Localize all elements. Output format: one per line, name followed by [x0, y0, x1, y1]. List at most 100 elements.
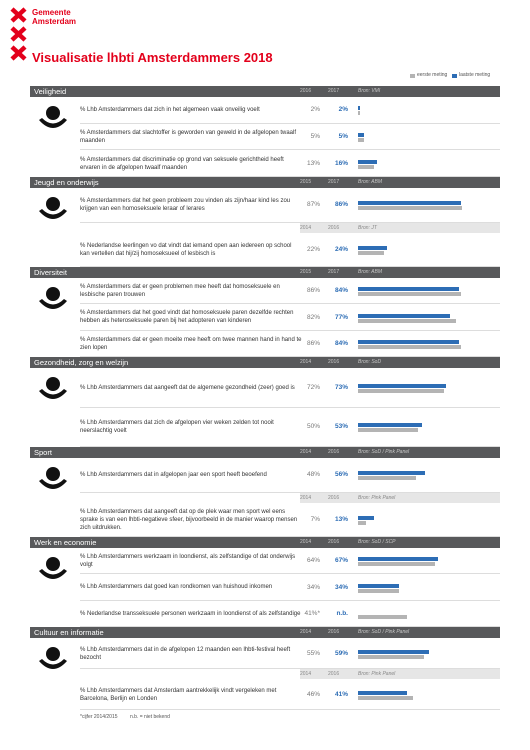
icon: [36, 193, 70, 223]
value-first: 87%: [306, 201, 320, 209]
year: 2016: [328, 224, 340, 231]
row-separator: [80, 668, 500, 669]
bar-first: [358, 614, 408, 619]
value-first: 41%*: [304, 609, 320, 617]
value-last: n.b.: [336, 609, 348, 617]
row-text: % Lhb Amsterdammers dat aangeeft dat op …: [80, 508, 298, 531]
year: 2014: [300, 629, 312, 635]
section-header: [30, 447, 500, 458]
section-title: Diversiteit: [34, 268, 67, 277]
bar-last: [358, 133, 364, 137]
source: Bron: SoD / Pink Panel: [358, 449, 410, 455]
subheader: [300, 492, 500, 503]
bar-first: [358, 206, 463, 211]
section-header: [30, 177, 500, 188]
bar-first: [358, 164, 374, 169]
bar-last: [358, 515, 374, 520]
value-first: 72%: [306, 383, 320, 391]
value-last: 2%: [338, 106, 348, 114]
value-first: 34%: [306, 583, 320, 591]
row-text: % Amsterdammers dat discriminatie op gro…: [80, 156, 284, 171]
row-text: % Amsterdammers dat het goed vindt dat h…: [80, 310, 294, 325]
legend-label: laatste meting: [459, 72, 491, 78]
bar-first: [358, 388, 445, 393]
bar-last: [358, 201, 462, 206]
section-title: Cultuur en informatie: [34, 628, 104, 637]
bar-last: [358, 339, 459, 344]
bar-last: [358, 423, 422, 428]
row-separator: [80, 303, 500, 305]
section-title: Sport: [34, 448, 52, 457]
row-text: % Lhb Amsterdammers dat in afgelopen jaa…: [80, 472, 267, 479]
bar-last: [358, 471, 426, 476]
year: 2017: [328, 88, 340, 94]
row-text: % Lhb Amsterdammers dat in de afgelopen …: [80, 646, 291, 661]
year: 2016: [300, 88, 312, 94]
year: 2014: [300, 449, 312, 455]
section-title: Gezondheid, zorg en welzijn: [34, 358, 129, 367]
value-last: 56%: [334, 471, 348, 479]
row-text: % Amsterdammers dat er geen problemen me…: [80, 284, 280, 299]
row-text: % Lhb Amsterdammers dat zich in het alge…: [80, 107, 260, 114]
logo: [10, 7, 27, 61]
icon: [36, 283, 70, 313]
bar-first: [358, 562, 435, 567]
bar-first: [358, 588, 399, 593]
year: 2016: [328, 359, 340, 365]
bar-last: [358, 313, 451, 318]
value-last: 77%: [334, 313, 348, 321]
icon: [36, 553, 70, 583]
row-separator: [80, 176, 500, 177]
bar-first: [358, 111, 361, 116]
icon: [36, 643, 70, 673]
value-last: 24%: [334, 245, 348, 253]
row-separator: [80, 446, 500, 447]
bar-last: [358, 245, 387, 250]
value-last: 84%: [334, 287, 348, 295]
bar-last: [358, 690, 408, 695]
year: 2014: [300, 671, 312, 677]
row-separator: [80, 599, 500, 601]
row-separator: [80, 221, 500, 223]
value-last: 41%: [334, 690, 348, 698]
year: 2016: [328, 494, 340, 501]
icon: [36, 463, 70, 493]
row-separator: [80, 149, 500, 151]
value-last: 84%: [334, 339, 348, 347]
value-first: 22%: [306, 245, 320, 253]
year: 2016: [328, 629, 340, 635]
bar-last: [358, 159, 378, 164]
row-separator: [80, 709, 500, 710]
row-text: % Nederlandse leerlingen vo dat vindt da…: [80, 242, 292, 257]
legend-label: eerste meting: [417, 72, 448, 78]
row-separator: [80, 356, 500, 357]
value-first: 7%: [310, 515, 320, 523]
row-separator: [80, 573, 500, 575]
row-separator: [80, 329, 500, 331]
row-text: % Amsterdammers dat er geen moeite mee h…: [80, 336, 302, 351]
bar-last: [358, 649, 429, 654]
row-separator: [80, 122, 500, 124]
bar-first: [358, 520, 367, 525]
value-first: 48%: [306, 471, 320, 479]
bar-first: [358, 318, 457, 323]
section-header: [30, 627, 500, 638]
section-header: [30, 267, 500, 278]
legend-swatch: [410, 74, 415, 78]
row-separator: [80, 406, 500, 408]
source: Bron: Pink Panel: [358, 494, 396, 501]
value-last: 5%: [338, 133, 348, 140]
bar-last: [358, 383, 446, 388]
bar-first: [358, 654, 424, 659]
row-text: % Amsterdammers dat het geen probleem zo…: [80, 198, 291, 213]
row-text: % Lhb Amsterdammers dat zich de afgelope…: [80, 420, 274, 435]
year: 2016: [328, 449, 340, 455]
row-separator: [80, 491, 500, 493]
footnote: n.b. = niet bekend: [130, 714, 170, 720]
icon: [36, 373, 70, 403]
value-first: 86%: [306, 339, 320, 347]
year: 2014: [300, 359, 312, 365]
year: 2014: [300, 494, 312, 501]
year: 2015: [300, 179, 312, 185]
